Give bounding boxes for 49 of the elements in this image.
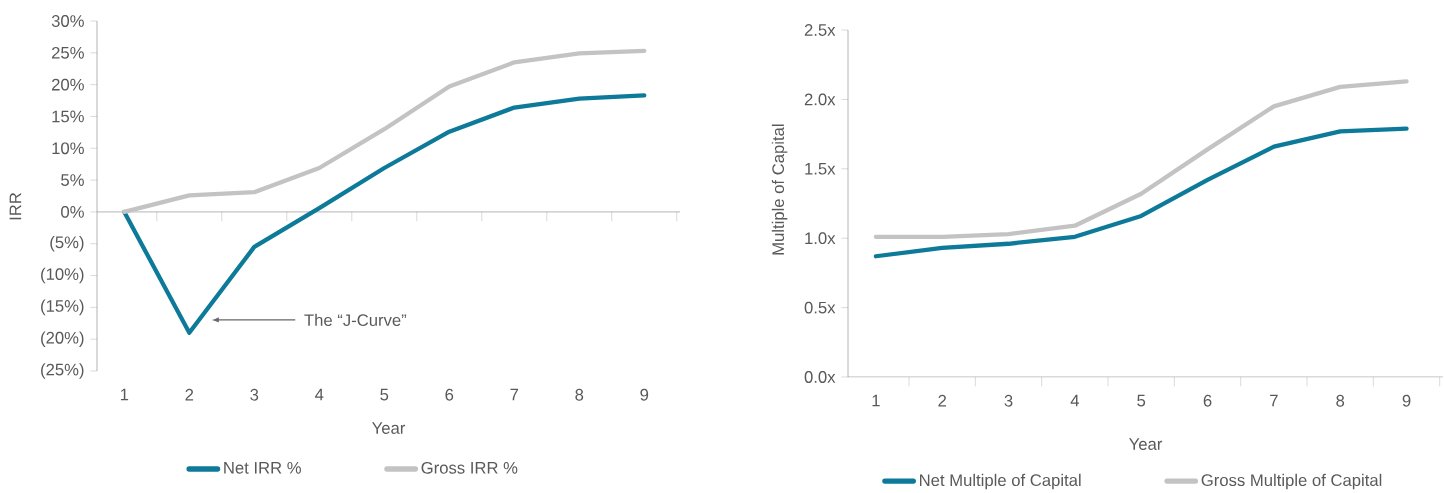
y-tick-label: 1.5x [805,162,836,175]
y-tick-label: 25% [52,46,84,59]
x-tick-label: 5 [380,388,389,401]
x-tick-label: 8 [575,388,584,401]
x-tick-label: 7 [1270,394,1278,407]
line-series [873,79,1409,239]
legend-label: Net IRR % [224,461,301,474]
line-series [873,126,1409,259]
x-axis-title: Year [372,422,406,434]
y-tick-label: 10% [52,142,84,155]
legend-label: Gross IRR % [421,461,518,474]
x-tick-label: 9 [1402,394,1411,407]
x-tick-label: 1 [120,388,129,401]
x-tick-label: 3 [250,388,259,401]
legend-label: Net Multiple of Capital [920,473,1081,490]
x-tick-label: 8 [1336,394,1345,407]
y-tick-label: 15% [52,110,84,123]
y-tick-label: (25%) [41,363,84,379]
line-series [122,93,647,335]
x-tick-label: 5 [1137,394,1146,407]
x-tick-label: 1 [872,394,880,407]
y-tick-label: 20% [52,78,84,91]
y-tick-label: 0.0x [804,371,836,383]
y-tick-label: 2.0x [804,93,836,106]
y-tick-label: (10%) [41,267,84,284]
y-tick-label: 2.5x [804,24,836,36]
x-tick-label: 6 [1203,394,1212,407]
y-tick-label: (15%) [41,299,84,316]
legend-label: Gross Multiple of Capital [1201,473,1382,490]
y-axis-title: Multiple of Capital [771,124,788,255]
annotation: The “J-Curve” [304,313,407,327]
y-tick-label: 30% [51,15,84,27]
y-tick-label: 0% [61,206,84,218]
x-tick-label: 6 [445,388,454,401]
y-tick-label: 0.5x [804,301,836,314]
x-tick-label: 4 [315,388,324,401]
x-tick-label: 2 [938,394,946,407]
x-axis-title: Year [1129,438,1163,450]
y-tick-label: (5%) [50,235,84,252]
y-tick-label: 1.0x [805,232,836,245]
y-tick-label: (20%) [41,331,84,347]
x-tick-label: 9 [640,388,649,401]
x-tick-label: 2 [185,388,194,401]
x-tick-label: 3 [1004,394,1013,407]
x-tick-label: 4 [1070,394,1080,407]
y-axis-title: IRR [9,192,22,220]
x-tick-label: 7 [510,388,519,401]
line-series [122,48,647,215]
y-tick-label: 5% [61,174,84,186]
